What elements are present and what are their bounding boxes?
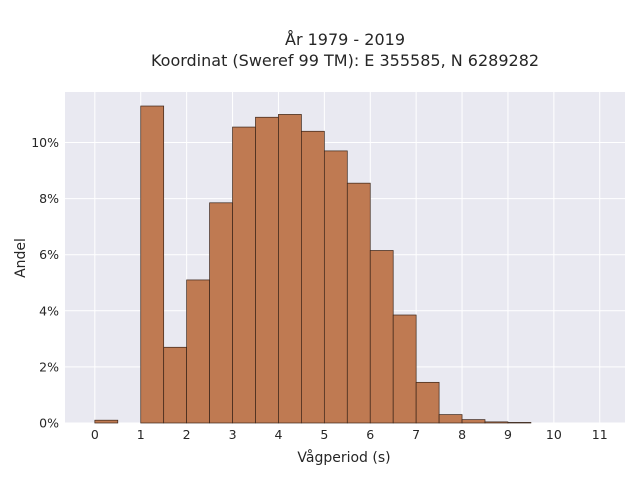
histogram-bar <box>301 130 325 424</box>
chart-title-line-2: Koordinat (Sweref 99 TM): E 355585, N 62… <box>151 51 539 70</box>
y-tick-label: 6% <box>39 247 59 262</box>
y-axis: 0% 2% 4% 6% 8% 10% <box>31 135 59 431</box>
y-tick-label: 4% <box>39 303 59 318</box>
histogram-bar <box>461 419 486 424</box>
histogram-bar <box>346 182 371 424</box>
histogram-bar <box>163 346 187 424</box>
x-tick-label: 9 <box>504 427 512 442</box>
x-tick-label: 3 <box>229 427 237 442</box>
y-tick-label: 10% <box>31 135 59 150</box>
histogram-bar <box>392 314 417 424</box>
histogram-bar <box>438 414 463 424</box>
y-tick-label: 8% <box>39 191 59 206</box>
histogram-bar <box>209 202 233 424</box>
histogram-bar <box>278 114 302 424</box>
x-tick-label: 11 <box>592 427 608 442</box>
x-axis: 0 1 2 3 4 5 6 7 8 9 10 11 <box>91 427 608 442</box>
histogram-bar <box>323 150 348 424</box>
histogram-bar <box>255 116 279 424</box>
x-tick-label: 0 <box>91 427 99 442</box>
x-tick-label: 4 <box>274 427 282 442</box>
x-tick-label: 1 <box>137 427 145 442</box>
x-tick-label: 10 <box>546 427 562 442</box>
histogram-bar <box>140 105 165 424</box>
plot-area <box>65 92 625 424</box>
x-tick-label: 7 <box>412 427 420 442</box>
histogram-bar <box>94 419 119 424</box>
y-tick-label: 0% <box>39 416 59 431</box>
y-axis-label: Andel <box>13 238 29 278</box>
x-axis-label: Vågperiod (s) <box>297 449 390 466</box>
y-tick-label: 2% <box>39 359 59 374</box>
x-tick-label: 6 <box>366 427 374 442</box>
x-tick-label: 2 <box>183 427 191 442</box>
x-tick-label: 5 <box>320 427 328 442</box>
x-tick-label: 8 <box>458 427 466 442</box>
chart-title-line-1: År 1979 - 2019 <box>285 30 405 49</box>
histogram-bar <box>232 126 256 424</box>
histogram-bar <box>484 421 509 424</box>
histogram-bar <box>415 381 440 424</box>
histogram-bar <box>186 279 210 424</box>
histogram-bar <box>369 250 394 424</box>
histogram-bar <box>507 422 532 424</box>
